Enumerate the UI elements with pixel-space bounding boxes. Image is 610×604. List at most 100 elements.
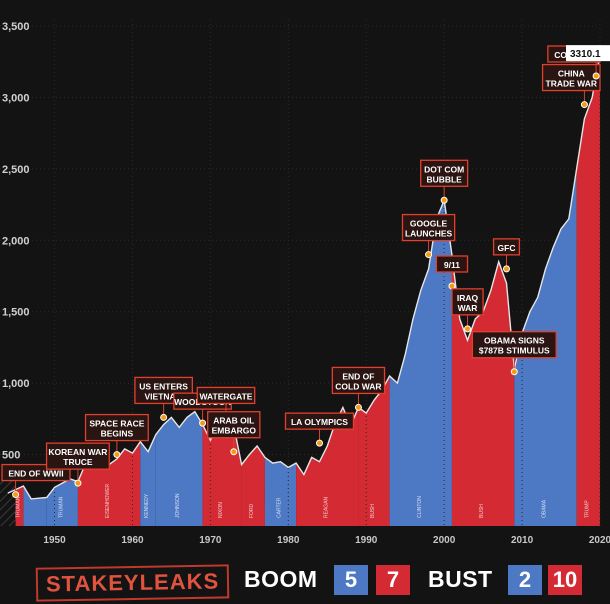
brand-logo[interactable]: STAKEYLEAKS (35, 564, 230, 602)
callout-label: COLD WAR (335, 381, 381, 391)
callout-box (284, 412, 355, 430)
footer: STAKEYLEAKS BOOM 5 7 BUST 2 10 (0, 556, 610, 604)
callout-label: CHINA (558, 69, 585, 79)
callout-label: BEGINS (101, 429, 134, 439)
callout-label: $787B STIMULUS (479, 346, 550, 356)
callout-label: LAUNCHES (405, 229, 453, 239)
term-area-boom (140, 434, 156, 526)
term-area-bust (451, 254, 515, 526)
term-president-label: BUSH (479, 504, 485, 518)
y-tick-label: 2,000 (2, 235, 30, 247)
event-marker (510, 368, 518, 376)
callout-label: OBAMA SIGNS (484, 336, 545, 346)
callout-label: IRAQ (457, 293, 479, 303)
sp500-history-chart: 500 1,000 1,500 2,000 2,500 3,000 3,500 TRUMAN T… (0, 20, 610, 546)
event-marker (199, 419, 207, 427)
event-marker (580, 101, 588, 109)
event-marker (160, 413, 168, 421)
y-tick-label: 1,000 (2, 378, 30, 390)
callout-label: US ENTERS (139, 381, 188, 391)
term-president-label: REAGAN (323, 496, 329, 518)
term-president-label: CARTER (277, 497, 283, 518)
callout-label: VIETNAM (145, 391, 183, 401)
term-president-label: FORD (249, 503, 255, 518)
callout-box (207, 411, 261, 439)
term-president-label: JOHNSON (175, 493, 181, 518)
x-tick-label: 1960 (121, 535, 144, 546)
x-tick-label: 1990 (355, 535, 378, 546)
callout-label: 9/11 (444, 260, 460, 270)
x-tick-label: 2000 (433, 535, 456, 546)
callout-box (420, 159, 469, 187)
term-president-label: TRUMAN (15, 496, 21, 518)
last-value-box (566, 45, 610, 62)
term-area-bust (358, 376, 390, 526)
callout-label: GOOGLE (410, 219, 448, 229)
callout-label: TRADE WAR (546, 79, 597, 89)
event-marker (113, 451, 121, 459)
x-tick-label: 1970 (199, 535, 222, 546)
term-president-label: BUSH (370, 504, 376, 518)
x-tick-label: 1980 (277, 535, 300, 546)
y-tick-label: 500 (2, 450, 20, 462)
term-area-bust (202, 416, 242, 526)
event-marker (74, 479, 82, 487)
term-area-boom (46, 478, 78, 526)
event-marker (425, 251, 433, 259)
callout-label: KOREAN WAR (48, 447, 107, 457)
callout-label: LA OLYMPICS (291, 417, 348, 427)
boom-label: BOOM (244, 566, 318, 592)
callout-label: EMBARGO (212, 426, 257, 436)
event-marker (12, 491, 20, 499)
term-area-boom (155, 411, 203, 526)
term-president-label: CLINTON (417, 496, 423, 518)
callout-label: END OF (342, 371, 374, 381)
x-tick-label: 1950 (43, 535, 66, 546)
callout-box (541, 63, 601, 92)
term-president-label: EISENHOWER (105, 483, 111, 518)
callout-box (451, 288, 484, 316)
y-tick-label: 1,500 (2, 307, 30, 319)
bust-label: BUST (428, 566, 493, 592)
term-president-label: OBAMA (541, 499, 547, 518)
term-president-label: TRUMP (584, 500, 590, 518)
term-area-bust (296, 407, 359, 526)
callout-label: DOT COM (424, 164, 464, 174)
term-area-boom (389, 200, 452, 527)
term-area-bust (576, 53, 600, 526)
bust-boom-count: 2 (508, 565, 542, 595)
callout-label: SPACE RACE (89, 419, 144, 429)
y-tick-label: 2,500 (2, 164, 30, 176)
callout-label: WAR (458, 303, 478, 313)
x-tick-label: 2010 (511, 535, 534, 546)
event-marker (592, 72, 600, 80)
callout-label: GFC (498, 243, 516, 253)
callout-box (435, 255, 469, 273)
boom-bust-count: 7 (376, 565, 410, 595)
last-value-label: 3310.1 (570, 49, 601, 60)
bust-bust-count: 10 (548, 565, 582, 595)
event-marker (502, 265, 510, 273)
event-marker (448, 282, 456, 290)
callout-box (45, 442, 110, 470)
term-president-label: KENNEDY (144, 493, 150, 518)
callout-label: WATERGATE (199, 391, 252, 401)
callout-box (401, 213, 456, 242)
callout-box (196, 386, 256, 405)
callout-box (84, 413, 149, 442)
event-marker (315, 439, 323, 447)
y-tick-label: 3,500 (2, 21, 30, 33)
callout-label: TRUCE (63, 457, 93, 467)
hatch-left (0, 480, 16, 526)
x-tick-label: 2020 (589, 535, 610, 546)
term-area-bust (241, 446, 265, 526)
callout-box (331, 366, 386, 395)
event-marker (230, 448, 238, 456)
y-tick-label: 3,000 (2, 92, 30, 104)
callout-box (471, 331, 557, 359)
callout-label: END OF WWII (8, 469, 63, 479)
callout-label: ARAB OIL (213, 416, 254, 426)
price-line (7, 52, 601, 500)
callout-label: BUBBLE (426, 174, 462, 184)
